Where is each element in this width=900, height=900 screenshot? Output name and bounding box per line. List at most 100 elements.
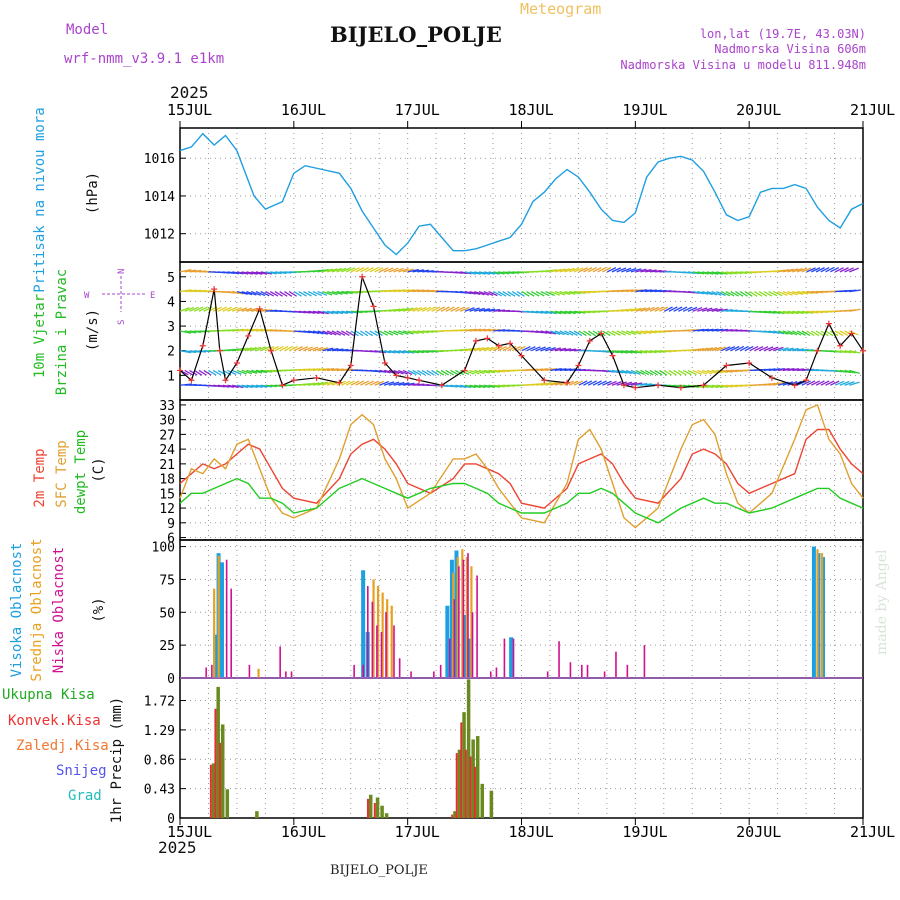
wind-arrow bbox=[417, 269, 430, 273]
wind-arrow bbox=[388, 267, 399, 273]
wind-arrow bbox=[407, 369, 417, 376]
wind-arrow bbox=[545, 290, 555, 297]
wind-arrow bbox=[383, 330, 394, 336]
x-tick-label-top: 20JUL bbox=[736, 101, 781, 119]
wind-gust-marker bbox=[723, 362, 730, 369]
wind-arrow bbox=[326, 290, 338, 296]
wind-arrow bbox=[341, 267, 351, 273]
wind-arrow bbox=[792, 310, 804, 315]
wind-arrow bbox=[654, 369, 663, 376]
cloud-low-bar bbox=[558, 641, 560, 678]
y-tick-label: 4 bbox=[167, 295, 175, 310]
wind-gust-marker bbox=[438, 382, 445, 389]
wind-arrow bbox=[720, 346, 731, 352]
wind-arrow bbox=[379, 350, 391, 354]
wind-arrow bbox=[626, 382, 638, 386]
wind-arrow bbox=[849, 289, 861, 293]
wind-arrow bbox=[483, 346, 494, 352]
lonlat-label: lon,lat (19.7E, 43.03N) bbox=[700, 27, 866, 41]
wind-arrow bbox=[227, 384, 239, 389]
wind-arrow bbox=[630, 289, 643, 293]
wind-arrow bbox=[644, 306, 655, 312]
wind-arrow bbox=[203, 369, 212, 376]
wind-arrow bbox=[478, 271, 491, 275]
precip-convective-bar bbox=[460, 722, 463, 818]
wind-arrow bbox=[678, 369, 687, 376]
wind-arrow bbox=[844, 381, 855, 386]
wind-arrow bbox=[469, 271, 481, 275]
wind-arrow bbox=[801, 310, 814, 314]
cloud-low-bar bbox=[448, 638, 451, 678]
x-tick-label-bottom: 17JUL bbox=[395, 823, 440, 841]
wind-arrow bbox=[436, 306, 445, 312]
wind-arrow bbox=[464, 384, 477, 389]
wind-arrow bbox=[455, 369, 465, 376]
wind-arrow bbox=[455, 384, 467, 388]
wind-arrow bbox=[716, 346, 727, 352]
wind-arrow bbox=[692, 369, 703, 375]
precip-total-bar bbox=[489, 790, 494, 818]
wind-arrow bbox=[640, 289, 653, 293]
wind-arrow bbox=[777, 290, 788, 296]
x-tick-label-top: 15JUL bbox=[167, 101, 212, 119]
wind-arrow bbox=[649, 306, 660, 312]
cloud-low-bar bbox=[495, 667, 498, 678]
wind-arrow bbox=[184, 350, 197, 354]
wind-arrow bbox=[341, 330, 350, 337]
wind-gust-marker bbox=[370, 303, 377, 310]
wind-gust-marker bbox=[256, 305, 263, 312]
wind-arrow bbox=[535, 310, 548, 314]
wind-arrow bbox=[711, 271, 723, 275]
wind-arrow bbox=[469, 384, 481, 389]
wind-arrow bbox=[265, 346, 275, 352]
wind-arrow bbox=[630, 369, 641, 375]
wind-arrow bbox=[374, 267, 384, 273]
wind-arrow bbox=[488, 369, 501, 373]
wind-arrow bbox=[417, 350, 429, 354]
wind-arrow bbox=[217, 384, 230, 388]
wind-arrow bbox=[564, 348, 577, 352]
wind-arrow bbox=[706, 346, 718, 352]
wind-arrow bbox=[778, 368, 790, 372]
wind-gust-marker bbox=[336, 379, 343, 386]
precip-total-bar bbox=[480, 783, 485, 818]
wind-arrow bbox=[550, 330, 561, 335]
model-elevation-label: Nadmorska Visina u modelu 811.948m bbox=[620, 58, 866, 72]
wind-arrow bbox=[483, 271, 496, 275]
wind-arrow bbox=[303, 290, 312, 297]
wind-arrow bbox=[198, 369, 207, 376]
y-tick-label: 30 bbox=[159, 414, 175, 429]
wind-arrow bbox=[815, 330, 824, 337]
wind-arrow bbox=[635, 382, 648, 386]
wind-arrow bbox=[739, 291, 749, 297]
wind-arrow bbox=[721, 369, 733, 373]
wind-arrow bbox=[317, 310, 329, 315]
wind-arrow bbox=[559, 268, 571, 273]
wind-arrow bbox=[402, 330, 414, 335]
wind-gust-marker bbox=[381, 360, 388, 367]
wind-gust-marker bbox=[290, 377, 297, 384]
wind-gust-marker bbox=[461, 367, 468, 374]
wind-arrow bbox=[792, 290, 804, 296]
wind-gust-marker bbox=[860, 347, 866, 354]
y-tick-label: 1012 bbox=[144, 228, 175, 243]
wind-arrow bbox=[236, 328, 249, 332]
wind-arrow bbox=[331, 330, 341, 336]
wind-gust-marker bbox=[564, 379, 571, 386]
y-tick-label: 33 bbox=[159, 399, 175, 414]
wind-arrow bbox=[640, 268, 652, 273]
wind-arrow bbox=[198, 306, 208, 312]
wind-arrow bbox=[578, 267, 588, 273]
pressure-panel: 1012 1014 1016 bbox=[144, 127, 864, 263]
wind-arrow bbox=[540, 382, 552, 386]
wind-arrow bbox=[678, 306, 688, 312]
wind-arrow bbox=[716, 290, 726, 297]
wind-arrow bbox=[720, 290, 731, 297]
wind-arrow bbox=[834, 380, 845, 386]
wind-arrow bbox=[312, 346, 324, 352]
wind-arrow bbox=[450, 384, 463, 388]
wind-arrow bbox=[587, 267, 597, 273]
wind-arrow bbox=[587, 380, 597, 386]
wind-gust-marker bbox=[677, 384, 684, 391]
cloud-low-bar bbox=[626, 664, 629, 678]
